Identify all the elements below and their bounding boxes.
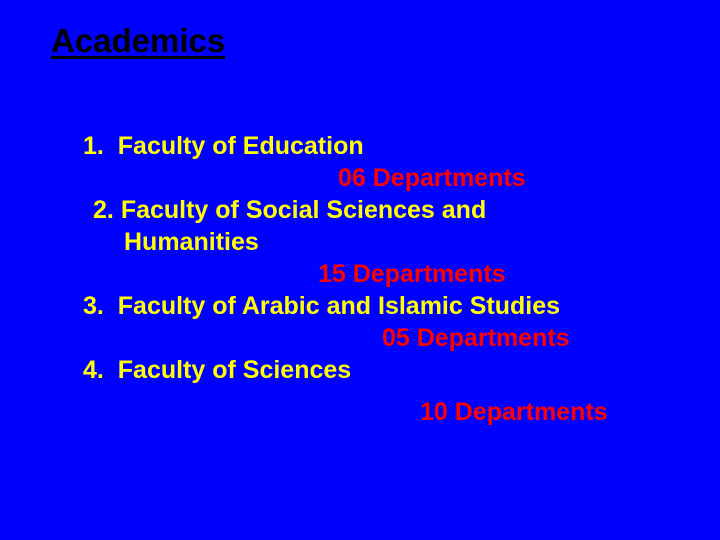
dept-1: 06 Departments [338,164,526,193]
dept-3: 05 Departments [382,324,570,353]
faculty-1-name: Faculty of Education [118,132,364,160]
dept-2: 15 Departments [318,260,506,289]
faculty-3: 3. Faculty of Arabic and Islamic Studies [83,292,560,321]
faculty-4: 4. Faculty of Sciences [83,356,351,385]
faculty-1: 1. Faculty of Education [83,132,364,161]
dept-4: 10 Departments [420,398,608,427]
faculty-2: 2. Faculty of Social Sciences and [93,196,486,225]
faculty-3-num: 3. [83,292,104,320]
faculty-4-num: 4. [83,356,104,384]
faculty-2-num: 2. [93,196,114,224]
faculty-2-name: Faculty of Social Sciences and [121,196,486,224]
faculty-3-name: Faculty of Arabic and Islamic Studies [118,292,560,320]
faculty-1-num: 1. [83,132,104,160]
faculty-4-name: Faculty of Sciences [118,356,351,384]
faculty-2-cont: Humanities [124,228,259,257]
page-title: Academics [51,22,225,60]
